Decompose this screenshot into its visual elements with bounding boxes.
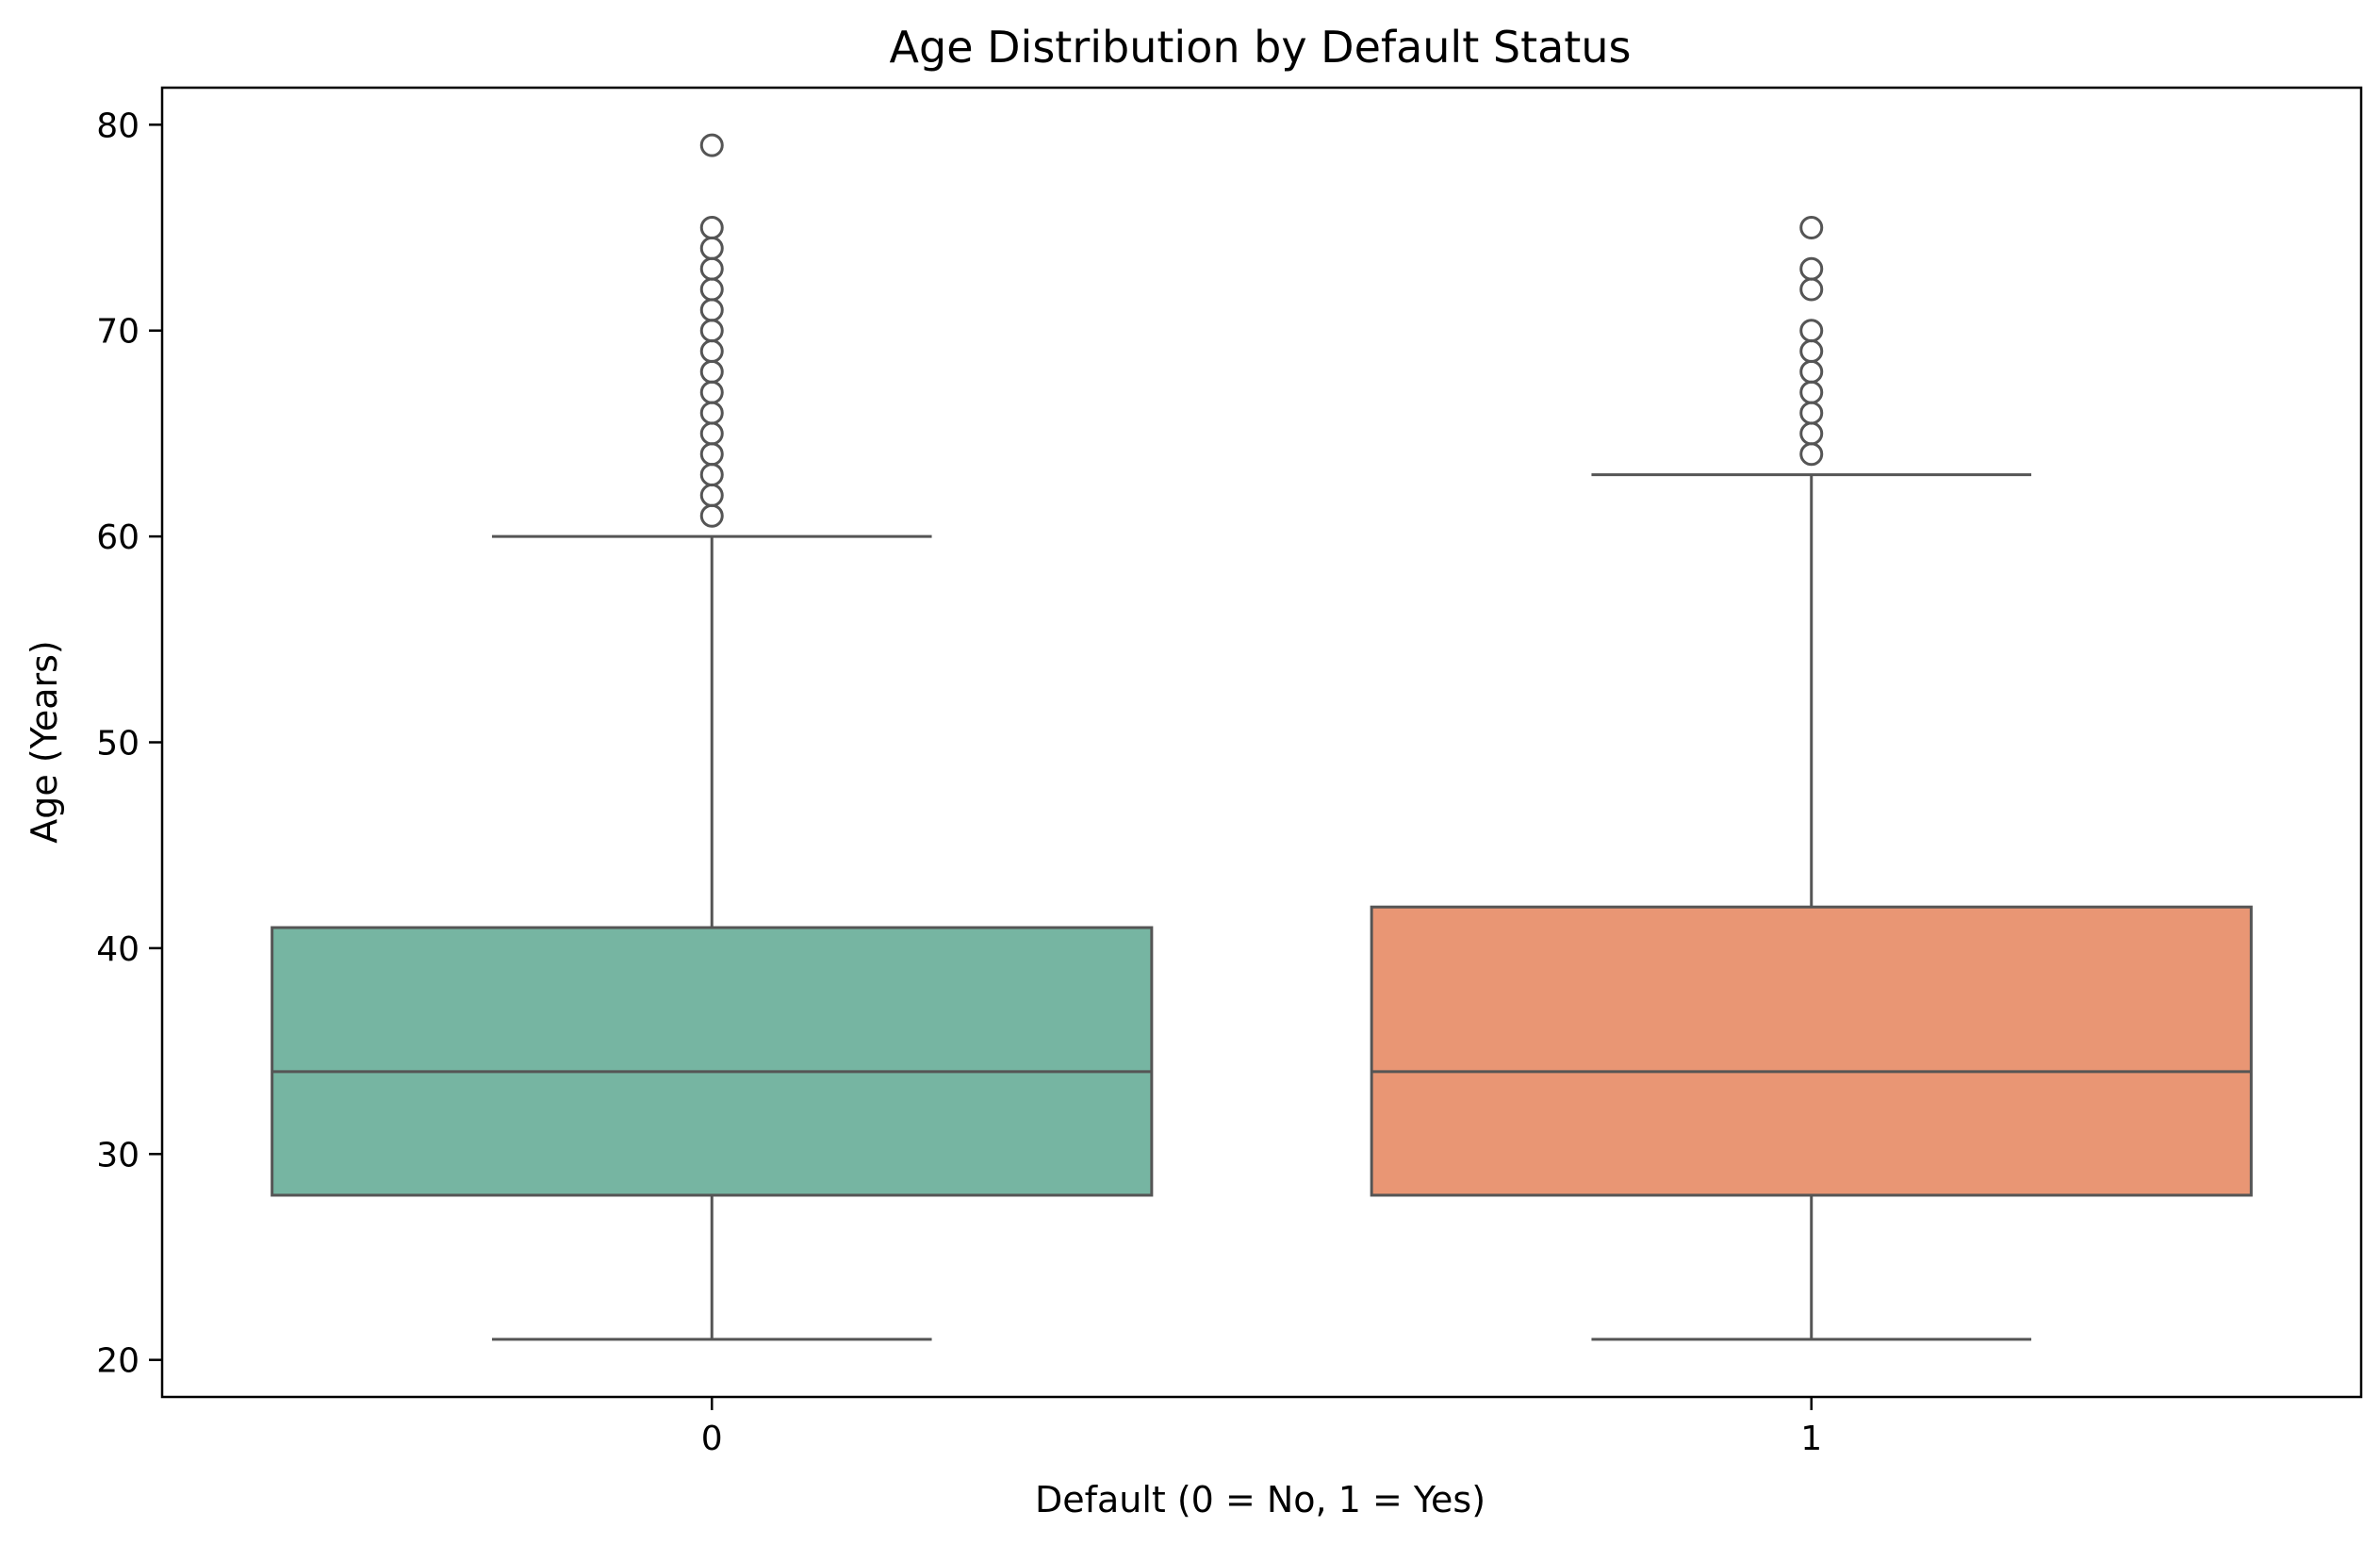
outlier-point xyxy=(699,421,724,446)
outlier-point xyxy=(699,298,724,322)
y-tick-label: 40 xyxy=(96,930,140,969)
outlier-point xyxy=(1799,442,1824,467)
x-tick-label: 1 xyxy=(1800,1420,1822,1458)
outlier-point xyxy=(1799,277,1824,302)
y-axis-label: Age (Years) xyxy=(24,640,65,843)
outlier-point xyxy=(699,442,724,467)
outlier-point xyxy=(1799,319,1824,343)
box xyxy=(271,926,1154,1197)
outlier-point xyxy=(1799,339,1824,364)
y-tick-label: 60 xyxy=(96,518,140,557)
outlier-point xyxy=(1799,421,1824,446)
outlier-point xyxy=(1799,256,1824,281)
y-tick-label: 30 xyxy=(96,1136,140,1174)
outlier-point xyxy=(699,256,724,281)
outlier-point xyxy=(699,339,724,364)
outlier-point xyxy=(1799,216,1824,240)
y-tick-label: 70 xyxy=(96,313,140,352)
outlier-point xyxy=(699,319,724,343)
outlier-point xyxy=(699,463,724,487)
outlier-point xyxy=(699,133,724,157)
box-group-0 xyxy=(271,133,1154,1341)
outlier-point xyxy=(699,277,724,302)
outlier-point xyxy=(699,503,724,528)
outlier-point xyxy=(699,380,724,404)
outlier-point xyxy=(1799,401,1824,425)
outlier-point xyxy=(699,216,724,240)
outlier-point xyxy=(699,401,724,425)
y-tick-label: 50 xyxy=(96,725,140,764)
x-axis-label: Default (0 = No, 1 = Yes) xyxy=(1035,1479,1485,1520)
box-group-1 xyxy=(1370,216,2253,1341)
plot-frame xyxy=(160,86,2363,1399)
x-tick-label: 0 xyxy=(701,1420,723,1458)
y-tick-label: 20 xyxy=(96,1342,140,1381)
outlier-point xyxy=(699,359,724,384)
outlier-point xyxy=(699,236,724,260)
box xyxy=(1370,905,2253,1197)
outlier-point xyxy=(1799,359,1824,384)
plot-area xyxy=(271,133,2253,1341)
chart-title: Age Distribution by Default Status xyxy=(890,22,1632,73)
outlier-point xyxy=(699,483,724,507)
y-tick-label: 80 xyxy=(96,107,140,145)
outlier-point xyxy=(1799,380,1824,404)
